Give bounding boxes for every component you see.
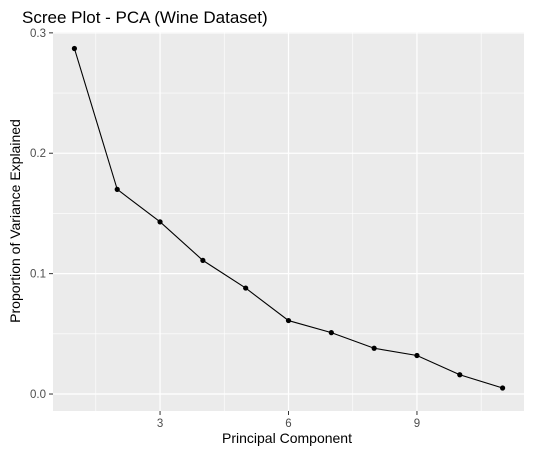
major-gridlines (53, 32, 524, 411)
data-point (414, 352, 420, 359)
data-point (371, 345, 377, 351)
data-point (71, 45, 78, 52)
data-series (71, 45, 506, 391)
y-tick-label: 0.3 (30, 28, 46, 40)
data-point (114, 186, 120, 192)
data-point (243, 285, 249, 291)
x-tick-label: 3 (157, 418, 163, 430)
data-point (200, 257, 206, 263)
axis-ticks (49, 32, 418, 415)
data-point (157, 219, 163, 225)
y-tick-label: 0.2 (30, 148, 46, 160)
data-point (499, 385, 506, 391)
y-tick-label: 0.0 (30, 389, 46, 401)
chart-title: Scree Plot - PCA (Wine Dataset) (22, 8, 268, 27)
data-point (328, 330, 334, 336)
y-axis-title: Proportion of Variance Explained (7, 119, 23, 323)
x-tick-label: 6 (285, 418, 291, 430)
x-tick-label: 9 (414, 418, 420, 430)
tick-labels: 3 6 9 0.0 0.1 0.2 0.3 (30, 28, 420, 430)
data-point (285, 317, 292, 324)
data-point (457, 372, 463, 378)
y-tick-label: 0.1 (30, 269, 46, 281)
x-axis-title: Principal Component (222, 430, 352, 446)
